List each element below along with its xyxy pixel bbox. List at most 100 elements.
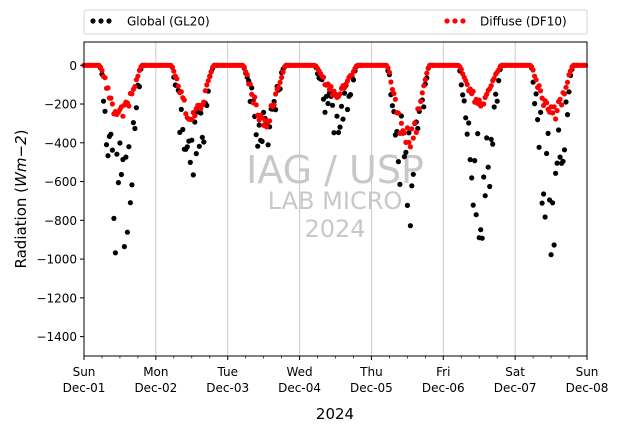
global-point [491, 104, 497, 110]
global-point [105, 153, 111, 159]
watermark: IAG / USP LAB MICRO 2024 [246, 148, 424, 243]
global-point [406, 130, 412, 136]
global-point [129, 182, 135, 188]
diffuse-point [404, 125, 410, 131]
diffuse-point [241, 64, 247, 70]
diffuse-point [181, 97, 187, 103]
diffuse-point [276, 84, 282, 90]
global-point [102, 108, 108, 114]
diffuse-point [470, 88, 476, 94]
diffuse-point [244, 72, 250, 78]
global-point [487, 183, 493, 190]
global-point [566, 89, 572, 95]
global-point [401, 154, 407, 160]
gridlines [155, 42, 516, 356]
diffuse-point [389, 86, 395, 93]
global-point [482, 193, 488, 199]
global-point [340, 116, 346, 122]
diffuse-point [204, 82, 210, 88]
diffuse-point [559, 102, 565, 108]
diffuse-point [488, 83, 494, 89]
global-point [472, 158, 478, 164]
diffuse-point [388, 79, 394, 85]
diffuse-point [564, 79, 571, 85]
global-point [464, 131, 470, 137]
global-point [550, 200, 556, 206]
diffuse-point [264, 124, 270, 130]
x-tick-day-label: Sun [73, 365, 96, 379]
diffuse-point [202, 88, 208, 94]
diffuse-point [174, 76, 180, 82]
global-point [347, 92, 354, 98]
global-point [201, 139, 207, 145]
x-tick-date-label: Dec-07 [494, 381, 537, 395]
global-point [484, 135, 490, 141]
watermark-line3: 2024 [304, 215, 365, 243]
x-tick-day-label: Tue [216, 365, 238, 379]
global-point [126, 144, 132, 150]
global-point [100, 98, 107, 104]
global-point [109, 147, 115, 153]
global-point [133, 105, 139, 111]
diffuse-point [398, 120, 404, 126]
diffuse-point [277, 79, 283, 85]
y-axis: 0 −200 −400 −600 −800 −1000 −1200 −1400 [36, 59, 84, 344]
diffuse-point [105, 85, 111, 91]
global-point [545, 130, 551, 136]
diffuse-point [247, 81, 253, 87]
global-point [199, 134, 205, 140]
diffuse-point [386, 69, 392, 75]
watermark-line2: LAB MICRO [268, 187, 403, 215]
global-point [193, 151, 199, 157]
diffuse-point [533, 77, 539, 83]
global-point [460, 92, 466, 98]
diffuse-point [129, 91, 135, 97]
diffuse-point [407, 144, 413, 150]
global-point [111, 215, 117, 221]
global-point [265, 142, 271, 148]
global-point [389, 103, 395, 109]
diffuse-point [566, 72, 572, 78]
global-point [478, 227, 484, 233]
global-point [397, 181, 403, 187]
diffuse-point [530, 67, 536, 73]
y-tick-label: −200 [44, 98, 77, 112]
global-point [255, 143, 261, 149]
global-point [542, 214, 548, 220]
global-point [475, 131, 481, 137]
global-point [136, 84, 142, 90]
x-tick-day-label: Mon [143, 365, 168, 379]
y-tick-label: −800 [44, 214, 77, 228]
global-point [204, 102, 210, 109]
diffuse-point [484, 91, 490, 97]
global-point [323, 93, 330, 99]
global-point [117, 140, 123, 146]
diffuse-point [401, 130, 407, 136]
global-point [563, 99, 569, 105]
global-point [115, 180, 121, 186]
global-point [198, 110, 204, 116]
data-points [81, 62, 589, 258]
diffuse-point [409, 126, 415, 132]
diffuse-point [481, 101, 487, 107]
global-point [335, 129, 342, 136]
global-point [253, 132, 259, 138]
diffuse-point [169, 64, 175, 70]
global-point [539, 200, 545, 206]
y-axis-title: Radiation (Wm−2) [12, 130, 30, 269]
global-point [538, 109, 544, 115]
diffuse-point [252, 94, 258, 100]
global-point [564, 112, 571, 118]
global-point [259, 138, 265, 144]
diffuse-point [406, 139, 412, 145]
diffuse-point [201, 99, 207, 105]
diffuse-point [135, 73, 141, 79]
diffuse-point [99, 67, 105, 74]
diffuse-point [418, 98, 424, 104]
diffuse-point [550, 110, 556, 116]
global-point [124, 229, 130, 235]
diffuse-point [126, 103, 132, 109]
global-point [461, 98, 467, 104]
global-point [189, 137, 195, 143]
